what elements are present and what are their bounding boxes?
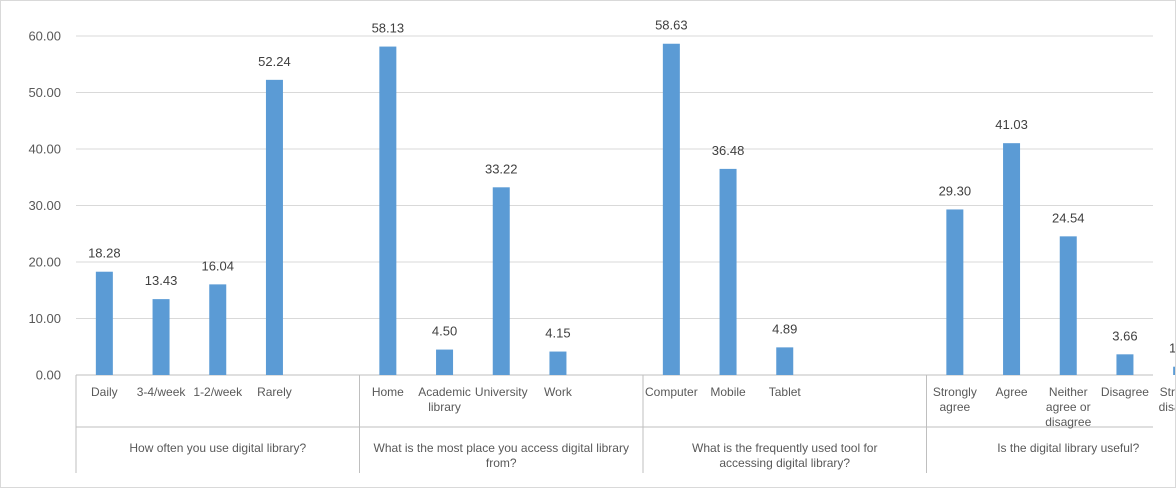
- category-label: Mobile: [710, 385, 746, 399]
- y-tick-label: 20.00: [28, 255, 61, 270]
- category-label: Academic library: [418, 385, 471, 414]
- group-label: What is the most place you access digita…: [374, 441, 629, 470]
- bar: [379, 46, 397, 376]
- category-label: Home: [372, 385, 404, 399]
- category-label: Strongly agree: [933, 385, 977, 414]
- bar: [776, 347, 794, 375]
- y-tick-label: 30.00: [28, 198, 61, 213]
- group-label: What is the frequently used tool for acce…: [692, 441, 877, 470]
- bar: [1003, 143, 1021, 375]
- bar: [1116, 354, 1134, 375]
- y-tick-label: 40.00: [28, 142, 61, 157]
- data-label: 58.13: [372, 21, 405, 36]
- y-tick-label: 10.00: [28, 311, 61, 326]
- data-label: 3.66: [1112, 328, 1137, 343]
- bar: [1059, 236, 1077, 375]
- data-label: 18.28: [88, 246, 121, 261]
- category-label: Tablet: [769, 385, 802, 399]
- data-label: 4.89: [772, 321, 797, 336]
- y-tick-label: 50.00: [28, 85, 61, 100]
- data-label: 41.03: [995, 117, 1028, 132]
- bar: [492, 187, 510, 375]
- bar: [719, 168, 737, 375]
- bar: [436, 349, 454, 375]
- bar: [662, 43, 680, 375]
- data-label: 16.04: [201, 258, 234, 273]
- bar: [152, 299, 170, 375]
- data-label: 33.22: [485, 161, 518, 176]
- category-label: Computer: [645, 385, 698, 399]
- bar: [209, 284, 227, 375]
- bar: [549, 351, 567, 375]
- category-label: 3-4/week: [137, 385, 187, 399]
- group-label: Is the digital library useful?: [997, 441, 1139, 455]
- group-label: How often you use digital library?: [129, 441, 306, 455]
- data-label: 13.43: [145, 273, 178, 288]
- category-label: Disagree: [1101, 385, 1149, 399]
- data-label: 58.63: [655, 18, 688, 33]
- bar: [265, 79, 283, 376]
- bar: [1173, 366, 1175, 375]
- category-label: Daily: [91, 385, 118, 399]
- category-label: Neither agree or disagree: [1045, 385, 1091, 429]
- category-label: University: [475, 385, 528, 399]
- data-label: 29.30: [939, 183, 972, 198]
- data-label: 4.50: [432, 324, 457, 339]
- data-label: 36.48: [712, 143, 745, 158]
- y-tick-label: 60.00: [28, 29, 61, 44]
- data-label: 24.54: [1052, 210, 1085, 225]
- y-tick-label: 0.00: [36, 368, 61, 383]
- data-label: 52.24: [258, 54, 291, 69]
- category-label: 1-2/week: [193, 385, 243, 399]
- category-label: Work: [544, 385, 573, 399]
- data-label: 4.15: [545, 326, 570, 341]
- category-label: Agree: [996, 385, 1028, 399]
- bar: [95, 271, 113, 375]
- category-label: Stronglydisagree: [1159, 385, 1175, 414]
- data-label: 1.47: [1169, 341, 1175, 356]
- bar: [946, 209, 964, 375]
- category-label: Rarely: [257, 385, 292, 399]
